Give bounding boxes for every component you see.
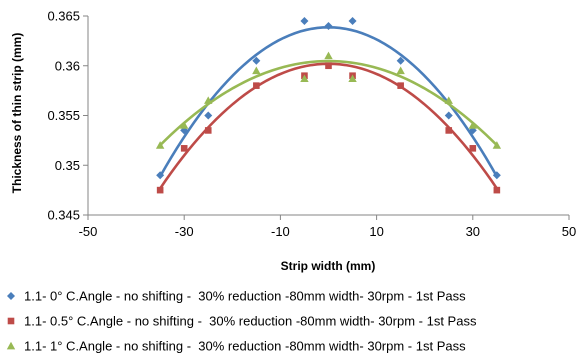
legend: 1.1- 0° C.Angle - no shifting - 30% redu… bbox=[6, 289, 477, 354]
data-points bbox=[155, 16, 502, 194]
data-point-series-3 bbox=[396, 66, 405, 75]
data-point-series-1 bbox=[444, 111, 453, 120]
data-point-series-1 bbox=[252, 56, 261, 65]
trendline-series-3 bbox=[159, 59, 498, 147]
data-point-series-3 bbox=[180, 121, 189, 129]
data-point-series-1 bbox=[204, 111, 213, 120]
data-point-series-1 bbox=[156, 171, 165, 180]
y-tick-label: 0.35 bbox=[55, 158, 80, 173]
y-tick-label: 0.355 bbox=[47, 108, 80, 123]
x-axis-label: Strip width (mm) bbox=[281, 259, 376, 273]
data-point-series-3 bbox=[468, 121, 477, 129]
x-tick-label: -30 bbox=[175, 224, 194, 239]
data-point-series-2 bbox=[397, 82, 404, 89]
legend-label-series-3: 1.1- 1° C.Angle - no shifting - 30% redu… bbox=[24, 339, 466, 354]
axes bbox=[87, 16, 569, 216]
trendline-series-2 bbox=[159, 62, 498, 190]
data-point-series-3 bbox=[300, 74, 309, 83]
legend-marker-series-3 bbox=[6, 341, 16, 350]
y-tick-label: 0.36 bbox=[55, 58, 80, 73]
data-point-series-2 bbox=[204, 127, 212, 134]
data-point-series-2 bbox=[156, 186, 164, 194]
data-point-series-3 bbox=[155, 141, 165, 149]
data-point-series-3 bbox=[204, 96, 213, 104]
legend-marker-series-1 bbox=[7, 292, 15, 300]
data-point-series-2 bbox=[253, 82, 260, 89]
legend-label-series-1: 1.1- 0° C.Angle - no shifting - 30% redu… bbox=[24, 289, 466, 304]
y-axis-label: Thickness of thin strip (mm) bbox=[10, 33, 24, 194]
trendlines bbox=[159, 25, 498, 190]
data-point-series-2 bbox=[180, 145, 188, 152]
x-tick-label: -50 bbox=[79, 224, 98, 239]
data-point-series-1 bbox=[396, 56, 405, 65]
x-axis-ticks: -50 -30 -10 10 30 50 bbox=[79, 215, 576, 239]
x-tick-label: 30 bbox=[466, 224, 480, 239]
data-point-series-2 bbox=[325, 62, 332, 70]
x-tick-label: 10 bbox=[369, 224, 383, 239]
data-point-series-3 bbox=[252, 66, 261, 75]
legend-marker-series-2 bbox=[7, 317, 15, 325]
y-tick-label: 0.345 bbox=[47, 208, 80, 223]
x-tick-label: 50 bbox=[562, 224, 576, 239]
x-tick-label: -10 bbox=[271, 224, 290, 239]
data-point-series-1 bbox=[300, 16, 309, 25]
data-point-series-3 bbox=[444, 96, 453, 104]
data-point-series-1 bbox=[348, 16, 357, 25]
data-point-series-1 bbox=[324, 21, 333, 30]
data-point-series-2 bbox=[493, 186, 501, 194]
data-point-series-2 bbox=[445, 127, 453, 134]
data-point-series-2 bbox=[469, 145, 477, 152]
data-point-series-1 bbox=[492, 171, 501, 180]
data-point-series-3 bbox=[348, 74, 357, 83]
legend-label-series-2: 1.1- 0.5° C.Angle - no shifting - 30% re… bbox=[24, 314, 477, 329]
data-point-series-3 bbox=[492, 141, 502, 149]
y-tick-label: 0.365 bbox=[47, 9, 80, 24]
y-axis-ticks: 0.345 0.35 0.355 0.36 0.365 bbox=[47, 9, 88, 223]
data-point-series-3 bbox=[324, 51, 333, 60]
